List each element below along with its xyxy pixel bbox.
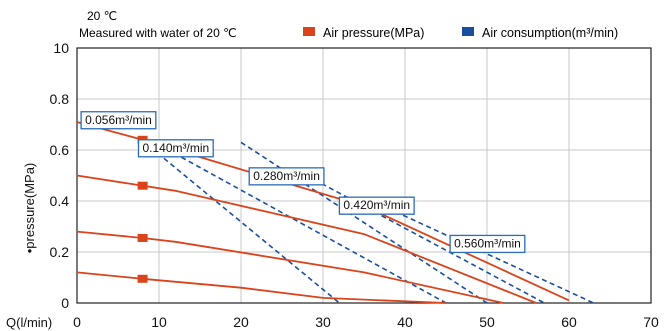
legend-swatch-air-pressure [303,27,315,36]
y-tick-label: 10 [53,40,69,56]
y-tick-label: 0.6 [50,142,70,158]
x-tick-label: 50 [479,314,495,330]
consumption-line [158,144,447,304]
consumption-label: 0.280m³/min [253,169,320,183]
legend-swatch-air-consumption [462,27,474,36]
consumption-label-box [248,167,325,186]
x-tick-label: 10 [151,314,167,330]
pressure-line [76,230,504,304]
axes: 0 10 20 30 40 50 60 70 0 0.2 0.4 0.6 0.8 10 [50,40,659,330]
x-tick-label: 60 [561,314,577,330]
y-tick-label: 0.8 [50,91,70,107]
x-tick-label: 30 [315,314,331,330]
y-axis-title: •pressure(MPa) [22,163,37,254]
y-tick-label: 0.2 [50,244,70,260]
legend-label-air-consumption: Air consumption(m³/min) [482,26,618,40]
x-tick-label: 20 [233,314,249,330]
plot-area [76,121,594,304]
legend: Air pressure(MPa) Air consumption(m³/min… [303,26,618,40]
consumption-label: 0.420m³/min [343,198,410,212]
x-tick-label: 70 [643,314,659,330]
consumption-label: 0.056m³/min [85,113,152,127]
annotations: 0.056m³/min 0.140m³/min 0.280m³/min 0.420m³… [80,111,526,254]
temperature-note: 20 ℃ [87,9,117,23]
consumption-label-box [80,111,157,130]
consumption-line [150,146,340,304]
measurement-note: Measured with water of 20 ℃ [79,26,237,40]
legend-label-air-pressure: Air pressure(MPa) [323,26,424,40]
consumption-label-box [449,234,526,254]
consumption-line [240,141,488,304]
consumption-label: 0.140m³/min [143,141,210,155]
x-tick-label: 40 [397,314,413,330]
pressure-marker [137,233,148,242]
y-tick-label: 0.4 [50,193,70,209]
consumption-label: 0.560m³/min [454,236,521,250]
x-tick-label: 0 [73,314,81,330]
pressure-marker [137,181,148,190]
y-tick-label: 0 [61,295,69,311]
grid [77,48,651,303]
consumption-label-box [137,139,214,158]
x-axis-title: Q(l/min) [6,315,52,330]
pressure-line [76,271,447,304]
pressure-line [76,174,537,304]
consumption-label-box [338,196,415,215]
pressure-marker [137,274,148,283]
plot-frame [76,47,652,304]
